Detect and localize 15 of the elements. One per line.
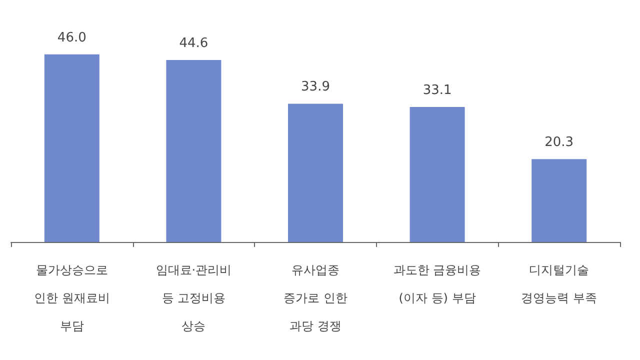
x-tick-label: 과도한 금융비용 (이자 등) 부담 bbox=[393, 263, 482, 305]
bar bbox=[288, 104, 343, 242]
x-tick-label: 디지털기술 경영능력 부족 bbox=[521, 263, 598, 305]
bar bbox=[44, 54, 100, 242]
x-tick-label: 임대료·관리비 등 고정비용 상승 bbox=[156, 263, 232, 333]
bar bbox=[410, 106, 465, 242]
bar bbox=[532, 159, 587, 242]
x-tick-label: 물가상승으로 인한 원재료비 부담 bbox=[34, 263, 110, 333]
data-label: 33.1 bbox=[422, 82, 452, 98]
data-label: 33.9 bbox=[301, 80, 330, 95]
x-tick-label: 유사업종 증가로 인한 과당 경쟁 bbox=[284, 263, 348, 333]
bar bbox=[166, 60, 222, 242]
data-label: 20.3 bbox=[544, 135, 574, 150]
data-label: 44.6 bbox=[179, 36, 208, 52]
data-label: 46.0 bbox=[57, 30, 86, 46]
